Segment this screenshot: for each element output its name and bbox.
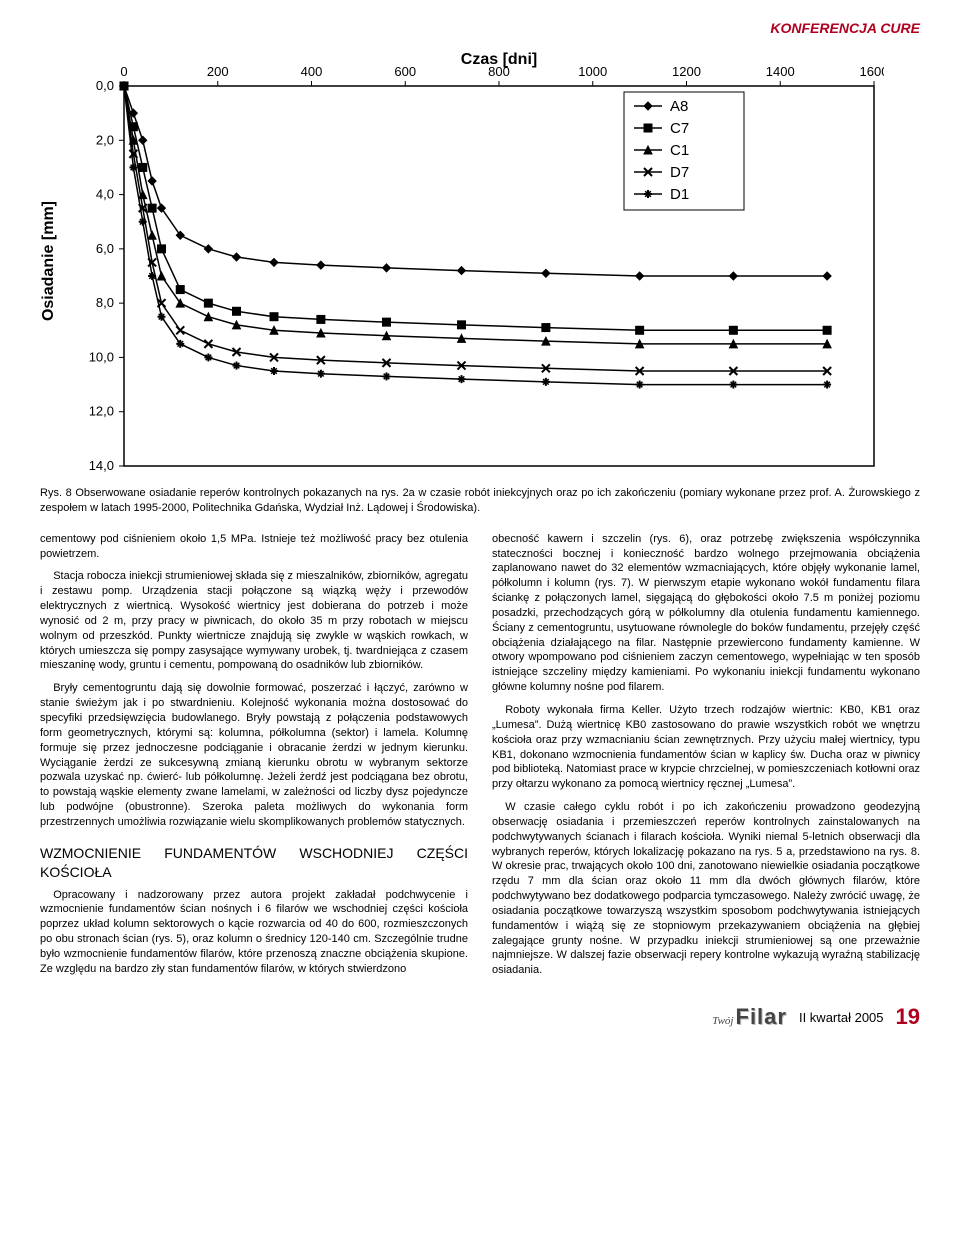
svg-text:D1: D1 (670, 186, 689, 203)
svg-text:1400: 1400 (766, 64, 795, 79)
left-p1: cementowy pod ciśnieniem około 1,5 MPa. … (40, 532, 468, 562)
svg-text:1200: 1200 (672, 64, 701, 79)
svg-text:400: 400 (301, 64, 323, 79)
footer-page-number: 19 (896, 1004, 920, 1030)
svg-text:0,0: 0,0 (96, 78, 114, 93)
svg-text:12,0: 12,0 (89, 404, 114, 419)
svg-text:1000: 1000 (578, 64, 607, 79)
svg-text:4,0: 4,0 (96, 187, 114, 202)
header-conference: KONFERENCJA CURE (40, 20, 920, 36)
svg-text:A8: A8 (670, 98, 688, 115)
svg-text:2,0: 2,0 (96, 132, 114, 147)
svg-text:C7: C7 (670, 120, 689, 137)
svg-text:14,0: 14,0 (89, 458, 114, 473)
left-p2: Stacja robocza iniekcji strumieniowej sk… (40, 569, 468, 673)
chart-ylabel: Osiadanie [mm] (40, 201, 58, 321)
right-p1: obecność kawern i szczelin (rys. 6), ora… (492, 532, 920, 695)
svg-text:1600: 1600 (860, 64, 884, 79)
svg-text:600: 600 (394, 64, 416, 79)
right-p3: W czasie całego cyklu robót i po ich zak… (492, 800, 920, 978)
left-p3: Bryły cementogruntu dają się dowolnie fo… (40, 681, 468, 829)
footer-logo: Twój Filar (712, 1004, 787, 1030)
footer-issue: II kwartał 2005 (799, 1010, 884, 1025)
svg-text:C1: C1 (670, 142, 689, 159)
section-title: WZMOCNIENIE FUNDAMENTÓW WSCHODNIEJ CZĘŚC… (40, 844, 468, 882)
settlement-chart: Osiadanie [mm] Czas [dni]020040060080010… (40, 46, 920, 476)
footer-logo-main: Filar (736, 1004, 787, 1030)
page-footer: Twój Filar II kwartał 2005 19 (40, 1004, 920, 1030)
svg-text:200: 200 (207, 64, 229, 79)
svg-text:6,0: 6,0 (96, 241, 114, 256)
chart-canvas: Czas [dni]020040060080010001200140016000… (64, 46, 884, 476)
figure-caption: Rys. 8 Obserwowane osiadanie reperów kon… (40, 486, 920, 516)
right-column: obecność kawern i szczelin (rys. 6), ora… (492, 532, 920, 986)
left-p4: Opracowany i nadzorowany przez autora pr… (40, 888, 468, 977)
svg-text:800: 800 (488, 64, 510, 79)
left-column: cementowy pod ciśnieniem około 1,5 MPa. … (40, 532, 468, 986)
right-p2: Roboty wykonała firma Keller. Użyto trze… (492, 703, 920, 792)
svg-text:0: 0 (120, 64, 127, 79)
svg-text:D7: D7 (670, 164, 689, 181)
footer-logo-top: Twój (712, 1015, 733, 1027)
svg-text:8,0: 8,0 (96, 295, 114, 310)
svg-text:10,0: 10,0 (89, 349, 114, 364)
